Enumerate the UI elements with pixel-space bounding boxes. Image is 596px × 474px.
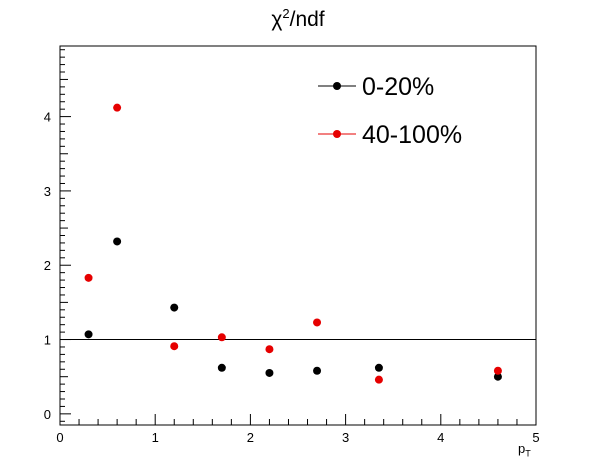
y-tick-label: 4 [44, 110, 51, 125]
chart-title: χ2/ndf [271, 6, 325, 31]
x-tick-label: 5 [532, 430, 539, 445]
data-point-series-1 [170, 303, 179, 312]
data-point-series-2 [313, 318, 322, 327]
y-tick-label: 1 [44, 333, 51, 348]
data-point-series-1 [313, 366, 322, 375]
legend-label-series-1: 0-20% [362, 73, 434, 101]
data-point-series-2 [113, 103, 122, 112]
x-tick-label: 3 [342, 430, 349, 445]
data-point-series-1 [84, 330, 93, 339]
data-point-series-1 [374, 363, 383, 372]
data-point-series-1 [113, 237, 122, 246]
plot-frame [59, 45, 537, 426]
data-point-series-1 [265, 368, 274, 377]
data-point-series-1 [217, 363, 226, 372]
x-tick-label: 2 [247, 430, 254, 445]
data-point-series-2 [265, 345, 274, 354]
legend-marker-series-1 [333, 82, 341, 90]
data-point-series-2 [493, 366, 502, 375]
y-tick-label: 3 [44, 184, 51, 199]
y-tick-label: 2 [44, 258, 51, 273]
data-point-series-1 [493, 372, 502, 381]
x-axis-label: pT [518, 441, 531, 459]
legend-label-series-2: 40-100% [362, 121, 462, 149]
x-tick-label: 4 [437, 430, 444, 445]
legend-marker-series-2 [333, 130, 341, 138]
data-point-series-2 [217, 333, 226, 342]
data-point-series-2 [84, 273, 93, 282]
data-point-series-2 [374, 375, 383, 384]
x-tick-label: 0 [56, 430, 63, 445]
y-tick-label: 0 [44, 407, 51, 422]
data-point-series-2 [170, 342, 179, 351]
x-tick-label: 1 [152, 430, 159, 445]
